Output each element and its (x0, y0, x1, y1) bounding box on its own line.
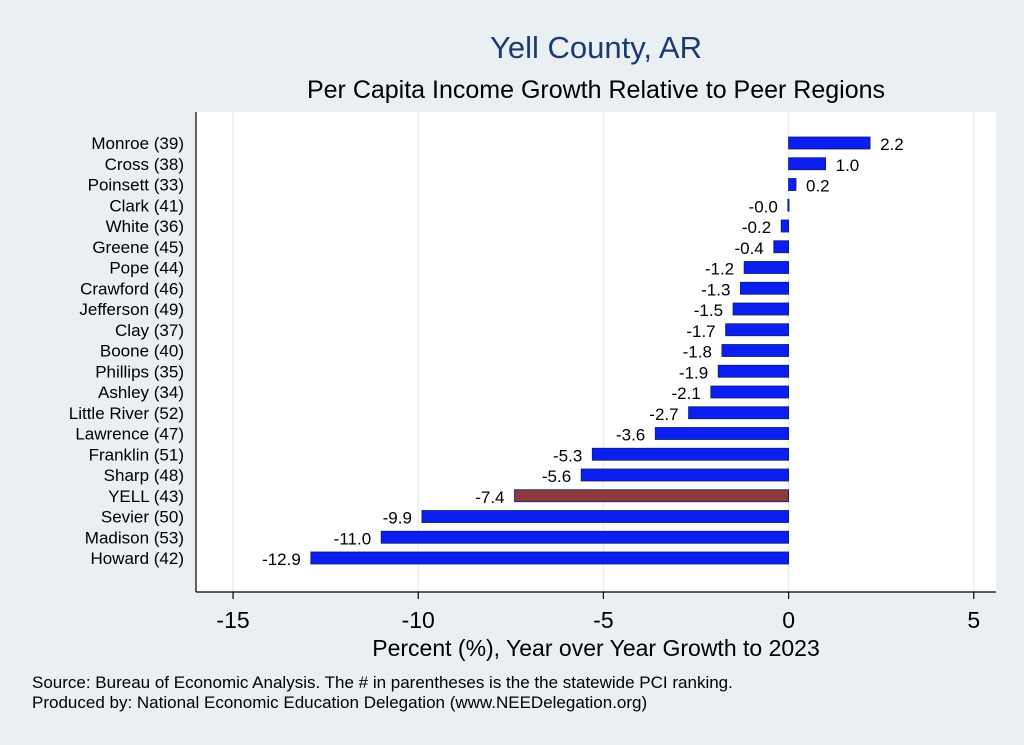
x-tick-label: 0 (782, 607, 795, 633)
bar-chart: Monroe (39) Cross (38) Poinsett (33)Clark … (69, 30, 996, 661)
value-label: -0.4 (734, 239, 763, 258)
value-label: -2.1 (672, 384, 701, 403)
value-label: 2.2 (880, 135, 904, 154)
category-label: Howard (42) (90, 549, 184, 568)
x-axis-label: Percent (%), Year over Year Growth to 20… (372, 635, 820, 661)
value-label: 0.2 (806, 177, 830, 196)
bar (787, 198, 790, 212)
bar (743, 261, 789, 274)
category-label: Sharp (48) (104, 466, 184, 485)
value-label: -1.3 (701, 280, 730, 299)
value-label: -5.3 (553, 446, 582, 465)
value-label: -2.7 (649, 405, 678, 424)
bar (591, 447, 789, 461)
bar (780, 219, 789, 233)
value-label: -5.6 (542, 467, 571, 486)
bar (773, 240, 789, 254)
value-label: -1.8 (683, 343, 712, 362)
value-label: -3.6 (616, 426, 645, 445)
category-label: Monroe (39) (91, 134, 184, 153)
value-label: -7.4 (475, 488, 504, 507)
bar (654, 427, 789, 440)
bar (725, 323, 789, 337)
category-label: Little River (52) (69, 404, 184, 423)
category-label: Phillips (35) (95, 362, 184, 381)
bar (310, 551, 789, 565)
value-label: -9.9 (383, 509, 412, 528)
category-label: Clay (37) (115, 321, 184, 340)
producer-note: Produced by: National Economic Education… (32, 693, 648, 712)
bar (732, 302, 789, 316)
category-label: Poinsett (33) (88, 176, 184, 195)
category-label: Madison (53) (85, 528, 184, 547)
x-tick-label: -10 (402, 607, 435, 633)
bar-highlight (514, 489, 789, 503)
category-label: Boone (40) (100, 342, 184, 361)
value-label: -1.9 (679, 363, 708, 382)
value-label: -1.2 (705, 260, 734, 279)
bar (788, 136, 871, 150)
category-label: Cross (38) (105, 155, 184, 174)
category-label: Greene (45) (92, 238, 184, 257)
bar (788, 178, 797, 191)
bars (310, 136, 871, 565)
category-label: Ashley (34) (98, 383, 184, 402)
category-label: Lawrence (47) (75, 425, 184, 444)
x-tick-label: -15 (216, 607, 249, 633)
bar (688, 406, 789, 420)
bar (721, 344, 789, 357)
bar (740, 281, 789, 295)
category-labels: Monroe (39) Cross (38) Poinsett (33)Clark … (69, 134, 184, 568)
value-label: -1.7 (686, 322, 715, 341)
value-label: 1.0 (836, 156, 860, 175)
value-label: -11.0 (334, 529, 372, 548)
value-label: -12.9 (262, 550, 301, 569)
chart-subtitle: Per Capita Income Growth Relative to Pee… (307, 76, 885, 104)
category-label: Sevier (50) (101, 508, 184, 527)
value-label: -0.0 (749, 197, 778, 216)
bar (710, 385, 789, 399)
category-label: White (36) (106, 217, 184, 236)
value-labels: 2.2 1.0 0.2 -0.0 -0.2 -0.4-1.2-1.3 -1.5 -1.7 -1.… (262, 135, 904, 569)
x-tick-label: -5 (593, 607, 613, 633)
bar (580, 468, 789, 482)
category-label: Crawford (46) (80, 279, 184, 298)
value-label: -1.5 (694, 301, 723, 320)
x-tick-label: 5 (967, 607, 980, 633)
bar (380, 530, 789, 544)
bar (788, 157, 827, 171)
category-label: Jefferson (49) (79, 300, 184, 319)
category-label: Clark (41) (109, 196, 184, 215)
category-label: YELL (43) (108, 487, 184, 506)
chart-title: Yell County, AR (490, 30, 702, 65)
source-note: Source: Bureau of Economic Analysis. The… (32, 673, 733, 692)
category-label: Franklin (51) (89, 445, 184, 464)
category-label: Pope (44) (109, 259, 184, 278)
x-axis: -15 -10 -5 0 5 (195, 112, 996, 633)
bar (717, 364, 789, 378)
bar (421, 510, 789, 523)
value-label: -0.2 (742, 218, 771, 237)
